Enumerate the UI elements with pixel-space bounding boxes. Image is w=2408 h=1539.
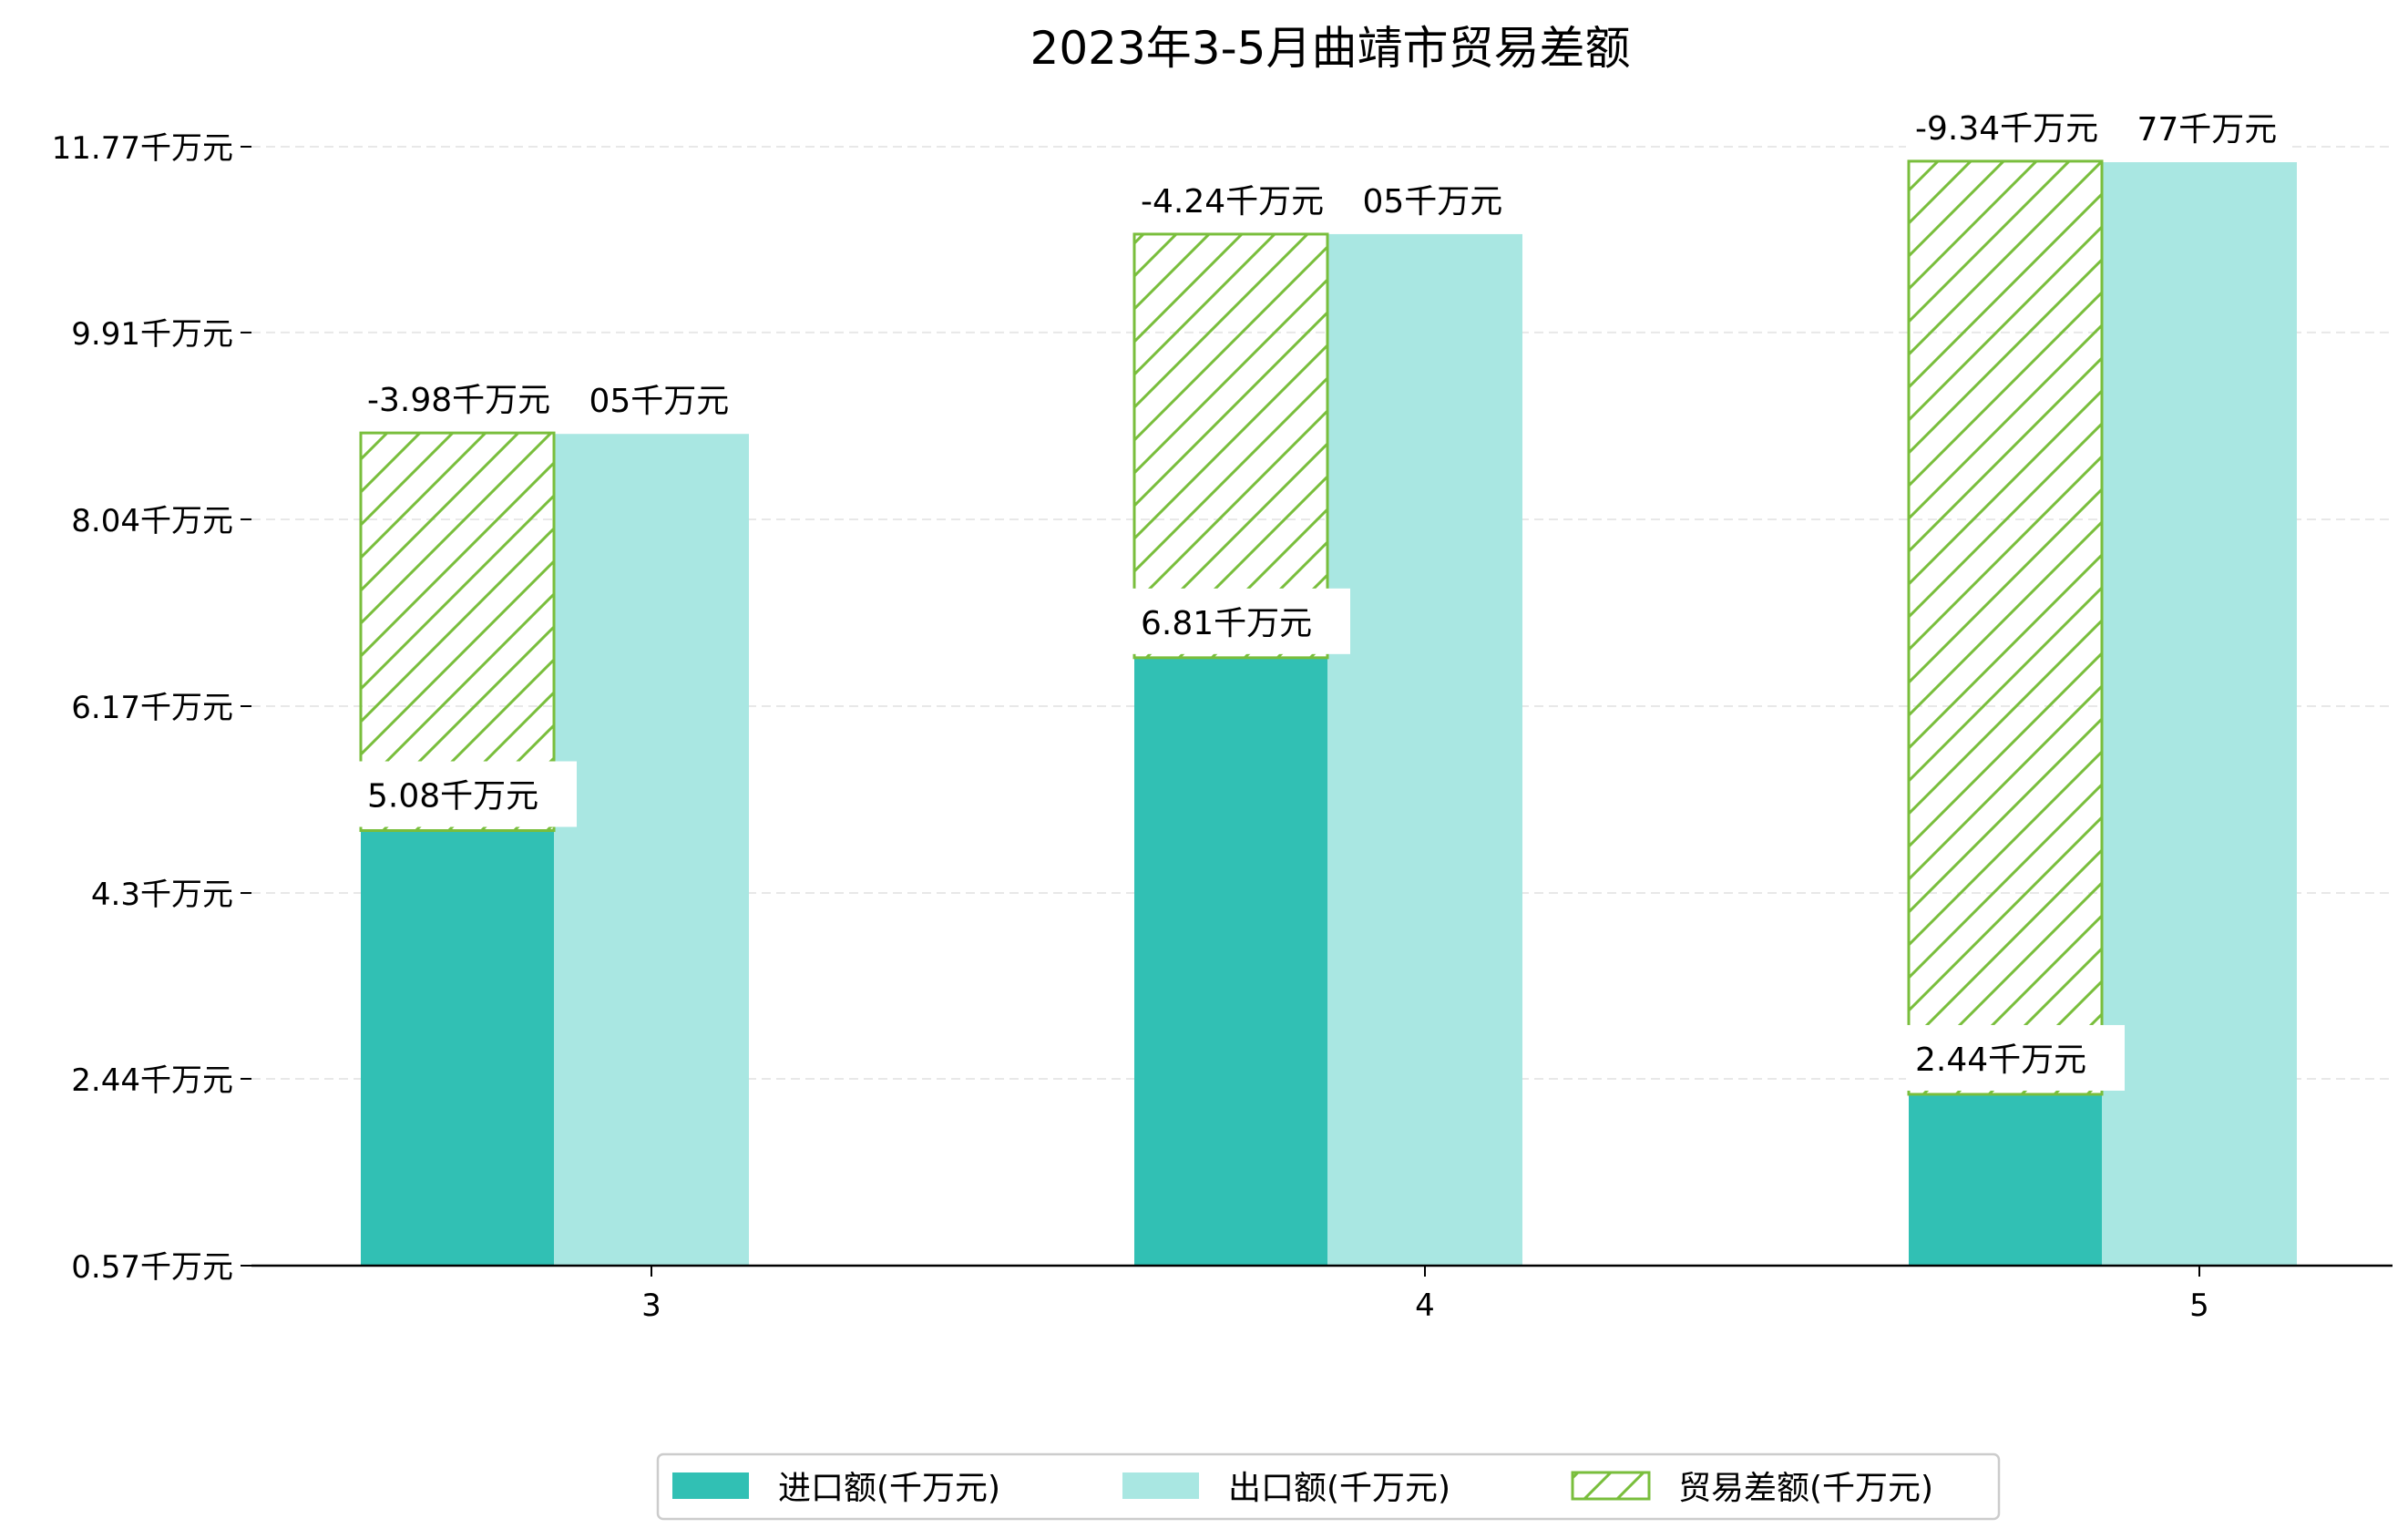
data-label-bg (2117, 95, 2290, 160)
legend-label: 进口额(千万元) (778, 1470, 1000, 1507)
legend: 进口额(千万元) 出口额(千万元) 贸易差额(千万元) (656, 1452, 2001, 1521)
data-label: .05千万元 (1352, 183, 1502, 221)
import-bar (1909, 1093, 2102, 1266)
data-label: .77千万元 (2126, 111, 2277, 149)
legend-swatch (672, 1472, 749, 1499)
y-tick-label: 6.17千万元 (71, 690, 233, 726)
y-tick-label: 11.77千万元 (52, 130, 233, 167)
y-tick-label: 0.57千万元 (71, 1249, 233, 1286)
data-label-bg (1906, 93, 2134, 159)
y-tick-label: 8.04千万元 (71, 503, 233, 539)
data-label-bg (569, 366, 743, 433)
data-label-bg (1132, 588, 1350, 654)
y-tick-label: 4.3千万元 (91, 877, 233, 913)
data-label-bg (358, 365, 586, 432)
x-tick-label: 5 (2189, 1288, 2209, 1324)
y-tick-label: 9.91千万元 (71, 316, 233, 353)
legend-label: 出口额(千万元) (1228, 1470, 1450, 1507)
export-bar (1327, 233, 1522, 1266)
data-label-bg (358, 761, 577, 827)
import-bar (361, 830, 554, 1266)
data-label: -3.98千万元 (367, 382, 550, 419)
y-tick-label: 2.44千万元 (71, 1062, 233, 1099)
trade-balance-bar (1132, 232, 1329, 660)
data-label: .05千万元 (579, 383, 729, 420)
import-bar (1134, 657, 1327, 1266)
data-label-bg (1906, 1024, 2125, 1091)
trade-balance-bar (1907, 159, 2104, 1096)
data-label-bg (1343, 166, 1516, 232)
data-label: -9.34千万元 (1915, 110, 2098, 148)
data-label-bg (1132, 166, 1359, 232)
chart-title: 2023年3-5月曲靖市贸易差额 (1030, 22, 1631, 75)
x-tick-label: 3 (641, 1288, 661, 1324)
legend-label: 贸易差额(千万元) (1678, 1470, 1933, 1507)
data-label: 5.08千万元 (367, 778, 538, 816)
legend-swatch (1122, 1472, 1199, 1499)
data-label: 6.81千万元 (1141, 605, 1312, 642)
export-bar (2102, 162, 2297, 1266)
export-bar (554, 434, 749, 1266)
data-label: 2.44千万元 (1915, 1041, 2086, 1079)
legend-swatch (1571, 1471, 1651, 1501)
data-label: -4.24千万元 (1141, 183, 1324, 221)
x-tick-label: 4 (1415, 1288, 1435, 1324)
legend-box (656, 1452, 2001, 1521)
